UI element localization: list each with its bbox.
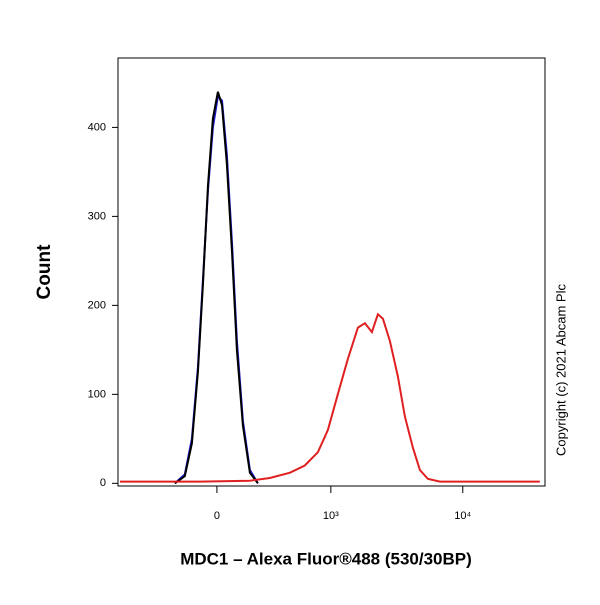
histogram-line [174,91,259,485]
plot-frame [117,57,546,487]
x-tick-label: 0 [214,510,220,522]
x-tick-label: 10³ [323,510,339,522]
y-tick-label: 200 [88,299,106,311]
copyright: Copyright (c) 2021 Abcam Plc [553,284,568,456]
y-tick-label: 300 [88,210,106,222]
histogram-line [120,312,540,483]
x-tick-label: 10⁴ [454,510,471,522]
y-tick-label: 0 [100,477,106,489]
histogram-line [174,94,259,485]
x-axis-label: MDC1 – Alexa Fluor®488 (530/30BP) [180,549,472,568]
y-axis-label: Count [34,244,55,300]
y-tick-label: 100 [88,388,106,400]
y-tick-label: 400 [88,121,106,133]
